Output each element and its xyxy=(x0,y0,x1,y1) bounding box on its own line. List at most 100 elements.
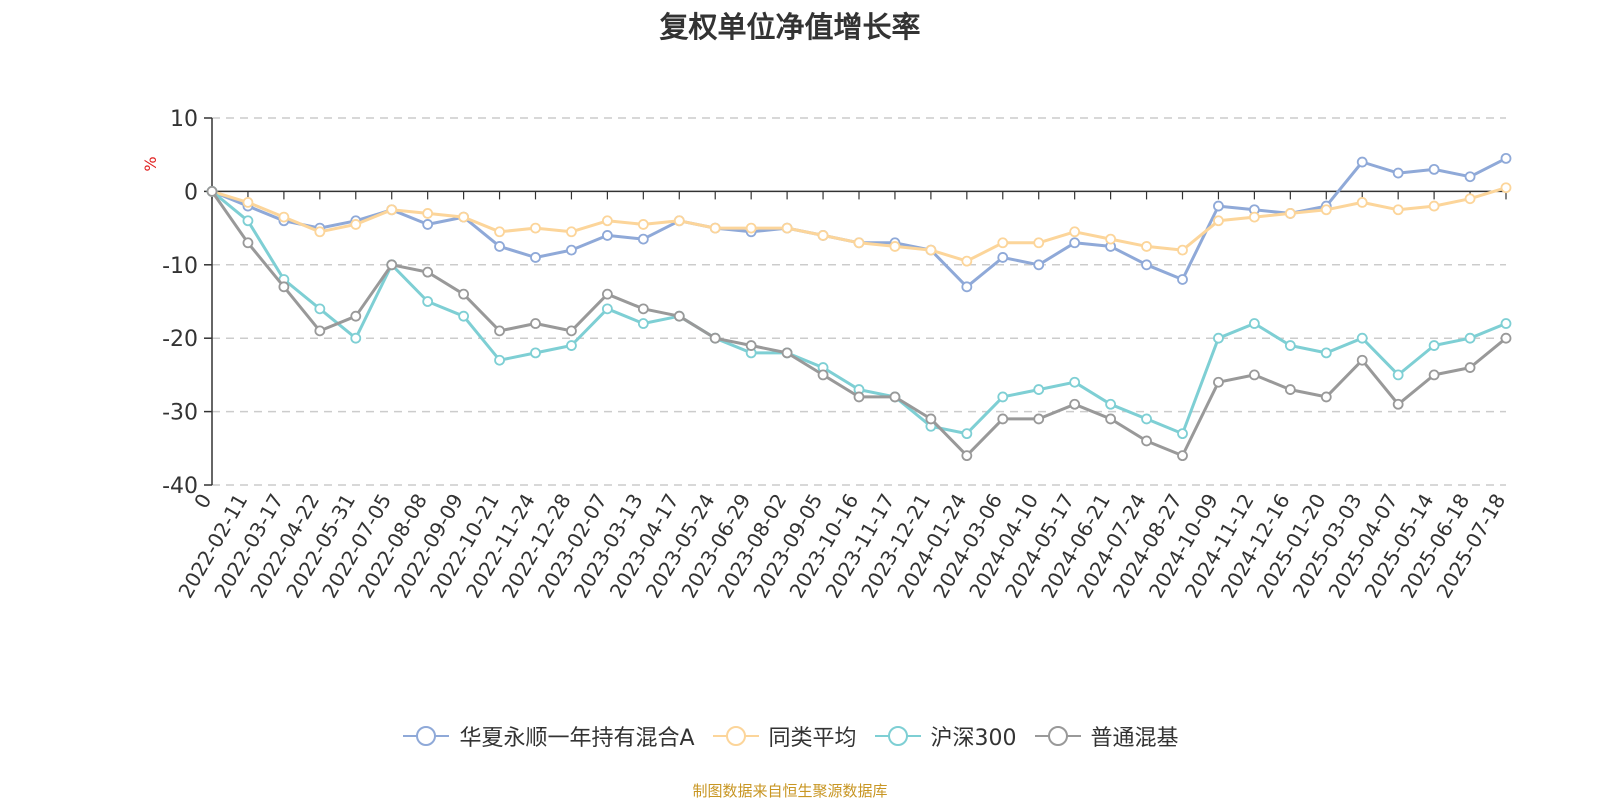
y-tick-label: -40 xyxy=(162,474,198,499)
data-point xyxy=(1069,226,1081,238)
data-point xyxy=(853,237,865,249)
data-point xyxy=(1177,428,1188,440)
y-tick-label: -20 xyxy=(162,327,198,352)
data-point xyxy=(1248,318,1260,329)
data-point xyxy=(1141,413,1152,425)
data-point xyxy=(1213,215,1224,227)
series-0 xyxy=(206,152,1512,293)
data-point xyxy=(1033,413,1045,425)
data-point xyxy=(422,266,434,278)
data-point xyxy=(1033,237,1045,249)
y-tick-label: -30 xyxy=(162,401,198,426)
legend-marker-icon xyxy=(403,726,450,746)
data-point xyxy=(1320,204,1332,216)
data-point xyxy=(1500,152,1512,164)
data-point xyxy=(242,237,254,249)
data-point xyxy=(566,325,577,337)
data-point xyxy=(242,197,254,208)
data-point xyxy=(242,215,254,227)
legend-item-fund[interactable]: 华夏永顺一年持有混合A xyxy=(401,720,695,752)
data-point xyxy=(1105,398,1117,410)
data-point xyxy=(1500,182,1512,194)
data-point xyxy=(817,230,829,241)
y-tick-label: 0 xyxy=(184,180,198,205)
legend-label: 华夏永顺一年持有混合A xyxy=(459,726,695,751)
chart-legend: 华夏永顺一年持有混合A 同类平均 沪深300 普通混基 xyxy=(0,720,1580,752)
data-point xyxy=(1069,398,1081,410)
data-point xyxy=(530,318,541,329)
legend-marker-icon xyxy=(1034,726,1081,746)
data-point xyxy=(1033,384,1045,395)
series-line xyxy=(210,190,1507,458)
data-point xyxy=(709,332,721,344)
data-point xyxy=(530,222,541,234)
data-point xyxy=(637,233,649,245)
data-point xyxy=(1284,208,1296,219)
data-point xyxy=(1213,332,1224,344)
data-point xyxy=(1177,244,1188,256)
data-point xyxy=(1069,376,1081,388)
data-point xyxy=(1392,398,1404,410)
data-point xyxy=(1428,340,1440,351)
data-point xyxy=(1464,362,1476,373)
data-point xyxy=(566,244,577,256)
data-point xyxy=(1464,332,1476,344)
data-point xyxy=(925,244,937,256)
data-point xyxy=(314,325,326,337)
data-point xyxy=(1248,211,1260,223)
data-point xyxy=(673,310,685,322)
data-point xyxy=(1177,450,1188,462)
data-point xyxy=(1213,200,1224,212)
legend-item-csi300[interactable]: 沪深300 xyxy=(873,720,1017,752)
data-point xyxy=(781,222,793,234)
data-point xyxy=(997,413,1009,425)
data-point xyxy=(1248,369,1260,381)
data-point xyxy=(530,347,541,359)
data-point xyxy=(458,211,470,223)
data-point xyxy=(961,281,973,293)
legend-item-peer-average[interactable]: 同类平均 xyxy=(711,720,857,752)
data-point xyxy=(853,391,865,403)
y-axis-unit: % xyxy=(141,156,160,171)
legend-item-mixed-fund[interactable]: 普通混基 xyxy=(1033,720,1179,752)
data-point xyxy=(350,310,362,322)
data-point xyxy=(350,219,362,230)
data-point xyxy=(1177,274,1188,285)
data-point xyxy=(1392,204,1404,216)
data-point xyxy=(889,241,901,252)
data-point xyxy=(817,369,829,381)
data-point xyxy=(1141,241,1152,252)
y-tick-label: 10 xyxy=(170,107,198,132)
data-point xyxy=(1500,318,1512,329)
data-point xyxy=(1500,332,1512,344)
data-point xyxy=(601,288,613,300)
data-point xyxy=(997,252,1009,263)
data-point xyxy=(637,318,649,329)
data-point xyxy=(1428,200,1440,212)
data-point xyxy=(1356,156,1368,168)
data-point xyxy=(1213,376,1224,388)
data-point xyxy=(925,413,937,425)
data-point xyxy=(997,391,1009,403)
data-point xyxy=(422,219,434,230)
data-point xyxy=(566,340,577,351)
data-point xyxy=(637,303,649,315)
data-point xyxy=(1464,193,1476,205)
data-point xyxy=(494,226,505,238)
data-point xyxy=(530,252,541,263)
data-point xyxy=(278,281,290,293)
data-point xyxy=(997,237,1009,249)
data-point xyxy=(601,215,613,227)
data-point xyxy=(350,332,362,344)
data-point xyxy=(422,208,434,219)
data-point xyxy=(637,219,649,230)
legend-label: 同类平均 xyxy=(768,726,857,751)
data-point xyxy=(1428,163,1440,175)
data-point xyxy=(1320,347,1332,359)
data-point xyxy=(1284,340,1296,351)
data-point xyxy=(458,288,470,300)
y-tick-label: -10 xyxy=(162,254,198,279)
x-tick-label: 0 xyxy=(189,490,216,513)
data-point xyxy=(494,241,505,252)
data-point xyxy=(1356,332,1368,344)
